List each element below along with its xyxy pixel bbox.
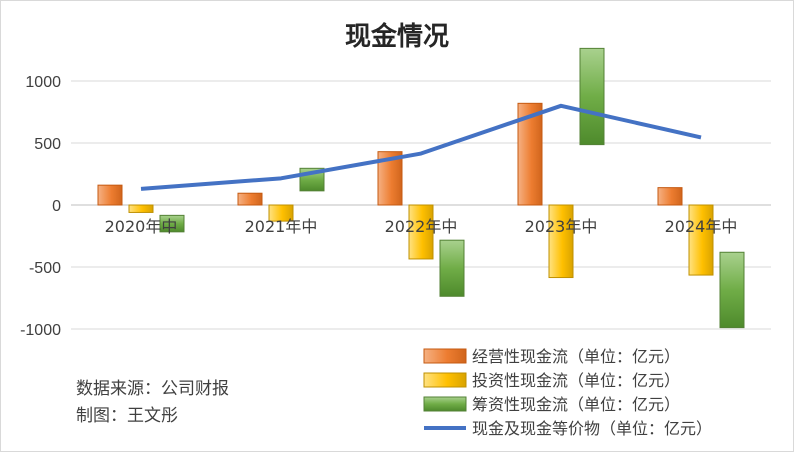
bar xyxy=(128,204,154,213)
legend: 经营性现金流（单位：亿元） 投资性现金流（单位：亿元） 筹资性现金流（单位：亿元） 现… xyxy=(423,347,712,438)
y-tick-label: 1000 xyxy=(25,74,61,91)
x-category-label: 2024年中 xyxy=(665,217,738,236)
legend-label: 筹资性现金流（单位：亿元） xyxy=(472,395,680,414)
bar xyxy=(719,251,745,329)
bar xyxy=(268,204,294,222)
data-source-note: 数据来源：公司财报 xyxy=(76,379,229,399)
y-tick-label: -500 xyxy=(29,260,61,277)
bar xyxy=(579,47,605,146)
x-axis-categories: 2020年中 2021年中 2022年中 2023年中 2024年中 xyxy=(105,217,738,236)
legend-swatch xyxy=(423,396,467,412)
bar xyxy=(548,204,574,279)
legend-label: 经营性现金流（单位：亿元） xyxy=(472,347,680,366)
legend-swatch xyxy=(423,348,467,364)
bar xyxy=(159,214,185,233)
bar xyxy=(237,192,263,206)
y-tick-label: -1000 xyxy=(20,322,61,339)
legend-swatch xyxy=(423,372,467,388)
x-category-label: 2022年中 xyxy=(385,217,458,236)
bar xyxy=(97,184,123,206)
x-category-label: 2021年中 xyxy=(245,217,318,236)
y-axis-ticks: 1000 500 0 -500 -1000 xyxy=(20,74,61,339)
legend-label: 现金及现金等价物（单位：亿元） xyxy=(472,419,712,438)
y-tick-label: 0 xyxy=(52,198,61,215)
line-series xyxy=(140,103,702,191)
legend-label: 投资性现金流（单位：亿元） xyxy=(472,371,680,390)
author-note: 制图：王文彤 xyxy=(76,406,178,426)
chart-title: 现金情况 xyxy=(345,21,449,52)
bar xyxy=(408,204,434,260)
bar-series xyxy=(97,47,745,329)
x-category-label: 2023年中 xyxy=(525,217,598,236)
cash-equivalents-line xyxy=(140,103,702,191)
y-tick-label: 500 xyxy=(34,136,61,153)
bar xyxy=(657,187,683,206)
bar xyxy=(439,239,465,297)
bar xyxy=(688,204,714,276)
x-category-label: 2020年中 xyxy=(105,217,178,236)
